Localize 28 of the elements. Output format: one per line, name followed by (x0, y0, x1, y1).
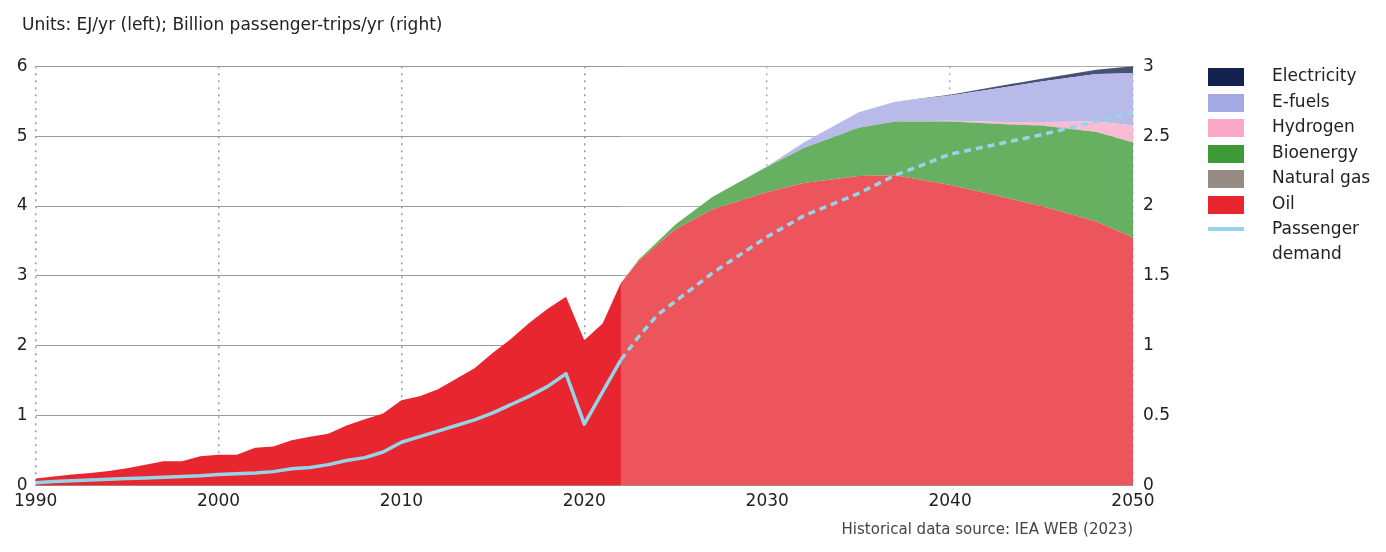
y2-tick-label: 2 (1142, 194, 1154, 215)
legend-label: Bioenergy (1272, 140, 1360, 164)
y2-tick-label: 1 (1142, 334, 1154, 355)
x-tick-label: 1990 (14, 490, 58, 511)
y2-tick-label: 3 (1142, 54, 1154, 75)
y-tick-label: 5 (16, 124, 28, 145)
y-tick-label: 2 (16, 334, 28, 355)
legend-label: Natural gas (1272, 166, 1372, 189)
x-tick-label: 2030 (745, 490, 789, 511)
y-tick-label: 4 (16, 194, 28, 215)
legend-label: Hydrogen (1272, 115, 1356, 138)
y-tick-label: 6 (16, 54, 28, 75)
text: Historical data source: IEA WEB (2023) (841, 520, 1133, 538)
y2-tick-label: 0.5 (1142, 404, 1171, 425)
legend-label: Passenger demand (1272, 217, 1361, 265)
legend-label: E-fuels (1272, 89, 1331, 113)
legend-label: Electricity (1272, 64, 1358, 87)
y-tick-label: 3 (16, 264, 28, 285)
chart-title: Units: EJ/yr (left); Billion passenger-trips/yr (right) (22, 14, 443, 34)
y-tick-label: 1 (16, 404, 28, 425)
x-tick-label: 2050 (1111, 490, 1155, 511)
legend-label: Oil (1272, 191, 1296, 215)
x-tick-label: 2020 (562, 490, 606, 511)
x-tick-label: 2010 (379, 490, 424, 511)
y2-tick-label: 2.5 (1142, 124, 1171, 145)
x-tick-label: 2000 (196, 490, 241, 511)
y2-tick-label: 1.5 (1142, 264, 1171, 285)
x-tick-label: 2040 (928, 490, 972, 511)
